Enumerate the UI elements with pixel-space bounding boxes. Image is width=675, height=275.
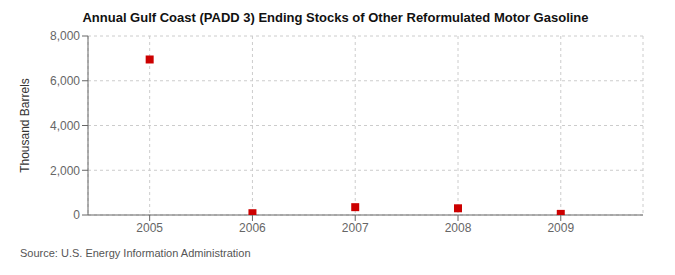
svg-text:2007: 2007 xyxy=(342,221,369,235)
svg-text:Thousand Barrels: Thousand Barrels xyxy=(18,78,32,173)
svg-text:2,000: 2,000 xyxy=(50,164,80,178)
svg-text:0: 0 xyxy=(73,208,80,222)
svg-text:4,000: 4,000 xyxy=(50,119,80,133)
svg-text:6,000: 6,000 xyxy=(50,74,80,88)
html-text:Annual Gulf Coast (PADD 3) End: Annual Gulf Coast (PADD 3) Ending Stocks… xyxy=(82,10,589,25)
svg-text:2006: 2006 xyxy=(239,221,266,235)
svg-text:8,000: 8,000 xyxy=(50,29,80,43)
svg-text:2008: 2008 xyxy=(445,221,472,235)
svg-text:2009: 2009 xyxy=(547,221,574,235)
svg-text:2005: 2005 xyxy=(136,221,163,235)
html-text:Source: U.S. Energy Informatio: Source: U.S. Energy Information Administ… xyxy=(20,247,251,259)
